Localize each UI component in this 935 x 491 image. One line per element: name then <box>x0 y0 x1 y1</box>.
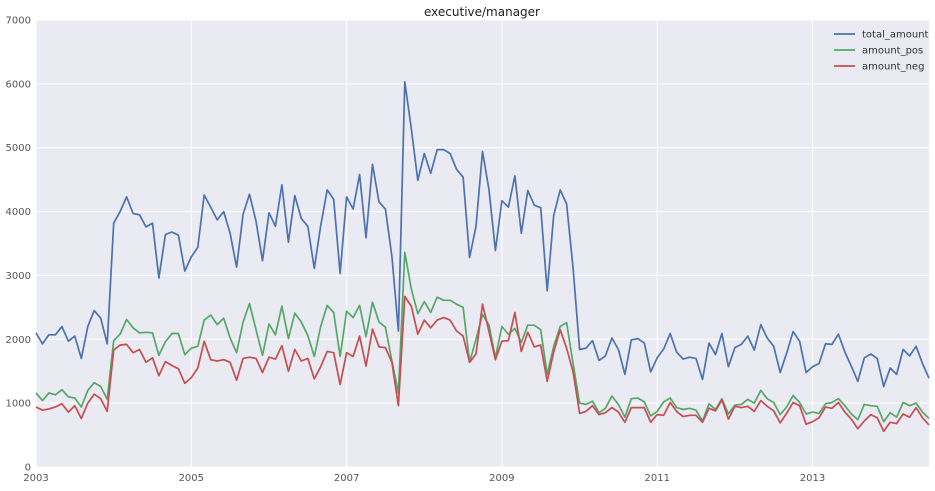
series-line-amount-neg <box>35 295 930 433</box>
x-tick-label: 2013 <box>800 473 825 484</box>
y-tick-label: 0 <box>25 463 31 474</box>
chart-title: executive/manager <box>424 5 540 19</box>
x-axis-ticks: 2003 2005 2007 2009 2011 2013 <box>23 473 825 484</box>
y-axis-ticks: 0 1000 2000 3000 4000 5000 6000 7000 <box>6 16 31 474</box>
x-tick-label: 2007 <box>334 473 359 484</box>
grid-lines <box>35 19 929 468</box>
legend-label: amount_neg <box>862 62 924 73</box>
x-tick-label: 2009 <box>489 473 514 484</box>
y-tick-label: 3000 <box>6 271 31 282</box>
legend-label: amount_pos <box>862 46 923 57</box>
series-line-amount-pos <box>35 251 930 423</box>
y-tick-label: 4000 <box>6 207 31 218</box>
x-tick-label: 2005 <box>179 473 204 484</box>
x-tick-label: 2011 <box>644 473 669 484</box>
y-tick-label: 7000 <box>6 16 31 27</box>
y-tick-label: 6000 <box>6 79 31 90</box>
plot-background <box>36 20 929 467</box>
series-lines <box>35 81 930 433</box>
series-line-total-amount <box>35 81 930 388</box>
legend: total_amount amount_pos amount_neg <box>834 30 929 73</box>
y-tick-label: 5000 <box>6 143 31 154</box>
legend-label: total_amount <box>862 30 929 41</box>
x-tick-label: 2003 <box>23 473 48 484</box>
y-tick-label: 1000 <box>6 399 31 410</box>
y-tick-label: 2000 <box>6 335 31 346</box>
